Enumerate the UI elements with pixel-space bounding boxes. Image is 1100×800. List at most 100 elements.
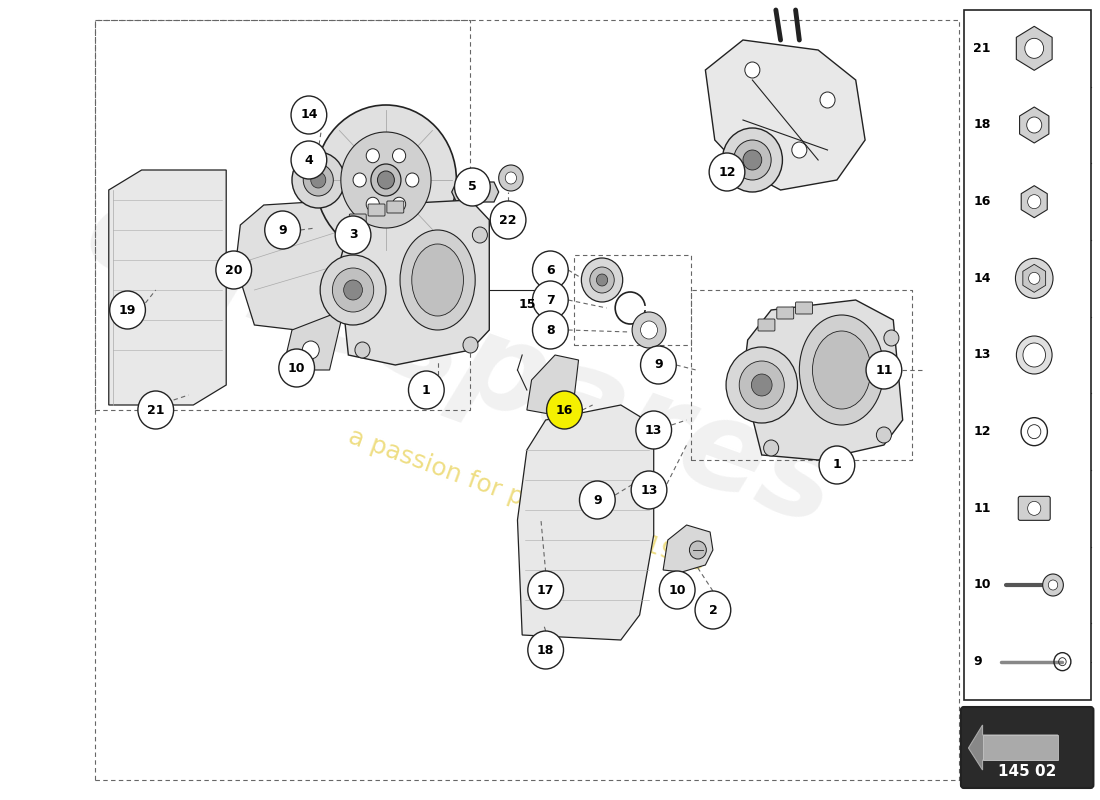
Circle shape <box>366 198 379 211</box>
Polygon shape <box>452 182 498 202</box>
Circle shape <box>734 140 771 180</box>
Circle shape <box>1021 418 1047 446</box>
Circle shape <box>406 173 419 187</box>
Circle shape <box>316 105 456 255</box>
Circle shape <box>110 291 145 329</box>
Text: 12: 12 <box>718 166 736 178</box>
Text: 14: 14 <box>974 272 991 285</box>
Circle shape <box>343 280 362 300</box>
Text: 20: 20 <box>226 263 242 277</box>
FancyBboxPatch shape <box>777 307 794 319</box>
Text: 11: 11 <box>876 363 893 377</box>
Polygon shape <box>705 40 865 190</box>
Circle shape <box>596 274 607 286</box>
Circle shape <box>763 440 779 456</box>
Circle shape <box>1016 336 1052 374</box>
Polygon shape <box>339 200 490 365</box>
Text: 9: 9 <box>654 358 662 371</box>
FancyBboxPatch shape <box>1019 496 1050 520</box>
Circle shape <box>532 281 569 319</box>
Text: 15: 15 <box>518 298 536 311</box>
Circle shape <box>751 374 772 396</box>
Circle shape <box>632 312 666 348</box>
Text: 9: 9 <box>278 223 287 237</box>
Text: 18: 18 <box>537 643 554 657</box>
Text: 13: 13 <box>640 483 658 497</box>
Circle shape <box>1043 574 1064 596</box>
Circle shape <box>265 211 300 249</box>
Circle shape <box>580 481 615 519</box>
Text: 13: 13 <box>974 349 990 362</box>
Circle shape <box>491 201 526 239</box>
Circle shape <box>336 216 371 254</box>
Circle shape <box>1027 502 1041 515</box>
Circle shape <box>532 311 569 349</box>
Text: 14: 14 <box>300 109 318 122</box>
Polygon shape <box>982 735 1058 760</box>
Circle shape <box>355 342 370 358</box>
Circle shape <box>884 330 899 346</box>
Circle shape <box>353 173 366 187</box>
Circle shape <box>1048 580 1058 590</box>
Circle shape <box>739 361 784 409</box>
Text: eurospares: eurospares <box>69 168 854 552</box>
Circle shape <box>532 251 569 289</box>
Polygon shape <box>517 405 653 640</box>
Circle shape <box>877 427 891 443</box>
Ellipse shape <box>813 331 871 409</box>
Text: 17: 17 <box>537 583 554 597</box>
Text: 21: 21 <box>147 403 165 417</box>
Circle shape <box>528 631 563 669</box>
Polygon shape <box>968 725 1058 770</box>
Circle shape <box>292 141 327 179</box>
Circle shape <box>1025 38 1044 58</box>
Circle shape <box>820 446 855 484</box>
Circle shape <box>1027 194 1041 209</box>
Text: 6: 6 <box>546 263 554 277</box>
Circle shape <box>472 227 487 243</box>
Text: 1: 1 <box>422 383 431 397</box>
Circle shape <box>498 165 524 191</box>
Text: 1: 1 <box>833 458 842 471</box>
Circle shape <box>278 349 315 387</box>
Text: 16: 16 <box>974 195 990 208</box>
FancyBboxPatch shape <box>795 302 813 314</box>
Ellipse shape <box>400 230 475 330</box>
Circle shape <box>640 346 676 384</box>
Circle shape <box>311 172 326 188</box>
Circle shape <box>371 164 402 196</box>
Circle shape <box>292 96 327 134</box>
Circle shape <box>304 164 333 196</box>
Circle shape <box>332 268 374 312</box>
Polygon shape <box>663 525 713 572</box>
Circle shape <box>820 92 835 108</box>
FancyBboxPatch shape <box>368 204 385 216</box>
Text: 9: 9 <box>593 494 602 506</box>
Text: 4: 4 <box>305 154 314 166</box>
Circle shape <box>138 391 174 429</box>
Text: 21: 21 <box>974 42 991 55</box>
Text: 11: 11 <box>974 502 991 515</box>
Text: 5: 5 <box>468 181 476 194</box>
Circle shape <box>636 411 672 449</box>
Polygon shape <box>742 300 903 460</box>
FancyBboxPatch shape <box>964 10 1090 700</box>
Circle shape <box>1026 117 1042 133</box>
Circle shape <box>463 337 478 353</box>
Polygon shape <box>235 200 358 330</box>
Polygon shape <box>109 170 227 405</box>
FancyBboxPatch shape <box>350 214 366 226</box>
Text: 19: 19 <box>119 303 136 317</box>
FancyBboxPatch shape <box>758 319 774 331</box>
Circle shape <box>631 471 667 509</box>
Circle shape <box>710 153 745 191</box>
Circle shape <box>377 171 395 189</box>
Circle shape <box>341 132 431 228</box>
Text: 13: 13 <box>645 423 662 437</box>
Text: 10: 10 <box>974 578 991 591</box>
Circle shape <box>726 347 798 423</box>
FancyBboxPatch shape <box>961 707 1093 788</box>
Circle shape <box>302 341 319 359</box>
Text: 18: 18 <box>974 118 990 131</box>
Polygon shape <box>527 355 579 415</box>
